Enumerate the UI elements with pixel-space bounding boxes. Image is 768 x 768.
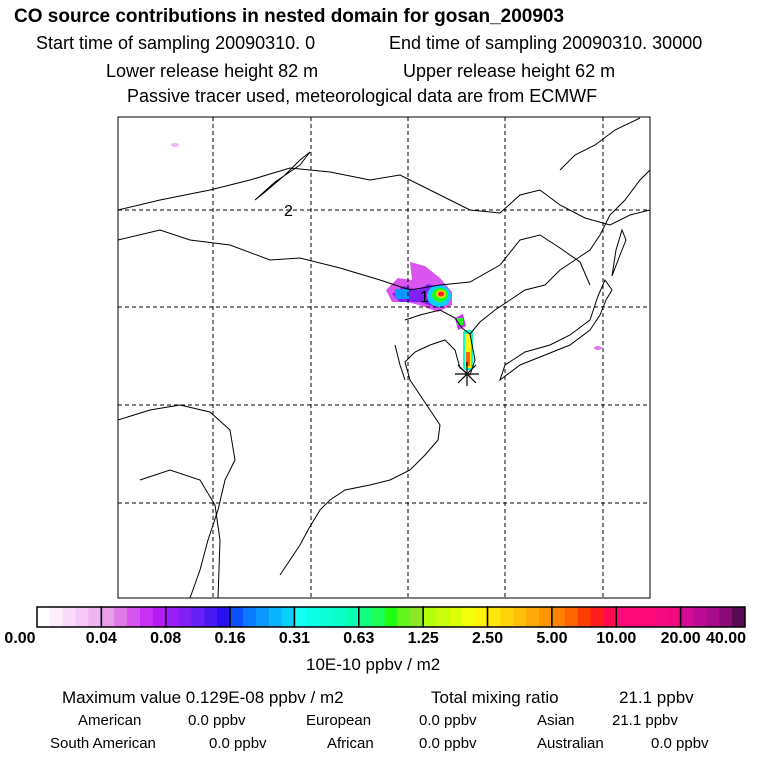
colorbar-swatch xyxy=(642,607,656,627)
colorbar xyxy=(36,606,746,628)
colorbar-swatch xyxy=(551,607,566,627)
colorbar-swatch xyxy=(268,607,283,627)
south-american-value: 0.0 ppbv xyxy=(209,735,267,752)
colorbar-swatch xyxy=(500,607,514,627)
colorbar-swatch xyxy=(410,607,424,627)
colorbar-swatch xyxy=(217,607,231,627)
colorbar-swatch xyxy=(281,607,295,627)
colorbar-swatch xyxy=(139,607,154,627)
colorbar-swatch xyxy=(165,607,180,627)
colorbar-swatch xyxy=(242,607,257,627)
total-label: Total mixing ratio xyxy=(431,688,559,707)
map-frame xyxy=(117,116,651,599)
coastlines xyxy=(117,117,651,599)
start-time: Start time of sampling 20090310. 0 xyxy=(36,33,316,53)
colorbar-swatch xyxy=(88,607,102,627)
colorbar-swatch xyxy=(397,607,411,627)
african-value: 0.0 ppbv xyxy=(419,735,477,752)
colorbar-swatch xyxy=(667,607,682,627)
colorbar-tick-label: 0.08 xyxy=(150,630,182,647)
colorbar-swatch xyxy=(693,607,707,627)
colorbar-swatch xyxy=(49,607,64,627)
colorbar-swatch xyxy=(448,607,463,627)
colorbar-swatch xyxy=(320,607,334,627)
colorbar-swatch xyxy=(204,607,218,627)
colorbar-tick-label: 0.16 xyxy=(214,630,246,647)
colorbar-swatch xyxy=(333,607,347,627)
total-value: 21.1 ppbv xyxy=(619,688,694,707)
colorbar-tick-label: 10.00 xyxy=(596,630,637,647)
colorbar-tick-label: 0.63 xyxy=(343,630,375,647)
lower-height: Lower release height 82 m xyxy=(106,61,319,81)
colorbar-swatch xyxy=(654,607,669,627)
colorbar-swatch xyxy=(178,607,192,627)
asian-label: Asian xyxy=(537,712,575,729)
colorbar-units: 10E-10 ppbv / m2 xyxy=(306,655,441,674)
upper-height: Upper release height 62 m xyxy=(403,61,616,81)
colorbar-swatch xyxy=(680,607,695,627)
plume xyxy=(171,143,602,370)
colorbar-tick-label: 0.00 xyxy=(4,630,36,647)
colorbar-swatch xyxy=(461,607,476,627)
tracer-info: Passive tracer used, meteorological data… xyxy=(127,86,598,106)
colorbar-tick-label: 40.00 xyxy=(705,630,747,647)
colorbar-swatch xyxy=(255,607,270,627)
colorbar-swatch xyxy=(152,607,167,627)
colorbar-swatch xyxy=(629,607,643,627)
end-time: End time of sampling 20090310. 30000 xyxy=(389,33,703,53)
colorbar-segment xyxy=(679,606,746,628)
colorbar-swatch xyxy=(706,607,720,627)
receptor-star-icon xyxy=(455,362,479,386)
colorbar-swatch xyxy=(191,607,205,627)
colorbar-tick-label: 1.25 xyxy=(407,630,439,647)
colorbar-swatch xyxy=(577,607,592,627)
colorbar-swatch xyxy=(37,607,51,627)
colorbar-swatch xyxy=(513,607,527,627)
south-american-label: South American xyxy=(50,735,156,752)
gridlines xyxy=(118,117,650,598)
colorbar-tick-label: 2.50 xyxy=(471,630,504,647)
colorbar-swatch xyxy=(603,607,617,627)
colorbar-tick-label: 5.00 xyxy=(536,630,568,647)
plot-title: CO source contributions in nested domain… xyxy=(14,6,565,27)
american-label: American xyxy=(78,712,142,729)
colorbar-swatch xyxy=(101,607,115,627)
colorbar-swatch xyxy=(526,607,540,627)
max-value: Maximum value 0.129E-08 ppbv / m2 xyxy=(62,688,344,707)
colorbar-swatch xyxy=(230,607,244,627)
colorbar-swatch xyxy=(307,607,321,627)
colorbar-tick-label: 0.31 xyxy=(278,630,311,647)
colorbar-swatch xyxy=(616,607,630,627)
colorbar-swatch xyxy=(384,607,398,627)
colorbar-swatch xyxy=(436,607,450,627)
colorbar-swatch xyxy=(539,607,553,627)
colorbar-swatch xyxy=(75,607,89,627)
colorbar-swatch xyxy=(345,607,360,627)
colorbar-swatch xyxy=(732,607,746,627)
colorbar-swatch xyxy=(719,607,733,627)
colorbar-swatch xyxy=(127,607,141,627)
european-label: European xyxy=(306,712,372,729)
colorbar-swatch xyxy=(487,607,501,627)
colorbar-swatch xyxy=(114,607,128,627)
contour-label: 1 xyxy=(420,289,429,306)
colorbar-swatch xyxy=(590,607,604,627)
african-label: African xyxy=(327,735,374,752)
european-value: 0.0 ppbv xyxy=(419,712,477,729)
contour-label: 2 xyxy=(284,203,293,220)
colorbar-swatch xyxy=(62,607,77,627)
colorbar-swatch xyxy=(423,607,437,627)
colorbar-swatch xyxy=(474,607,489,627)
colorbar-tick-label: 20.00 xyxy=(660,630,701,647)
asian-value: 21.1 ppbv xyxy=(612,712,678,729)
colorbar-swatch xyxy=(371,607,386,627)
colorbar-swatch xyxy=(294,607,308,627)
australian-value: 0.0 ppbv xyxy=(651,735,709,752)
colorbar-tick-label: 0.04 xyxy=(85,630,117,647)
american-value: 0.0 ppbv xyxy=(188,712,246,729)
colorbar-swatch xyxy=(564,607,579,627)
australian-label: Australian xyxy=(537,735,604,752)
colorbar-swatch xyxy=(358,607,373,627)
